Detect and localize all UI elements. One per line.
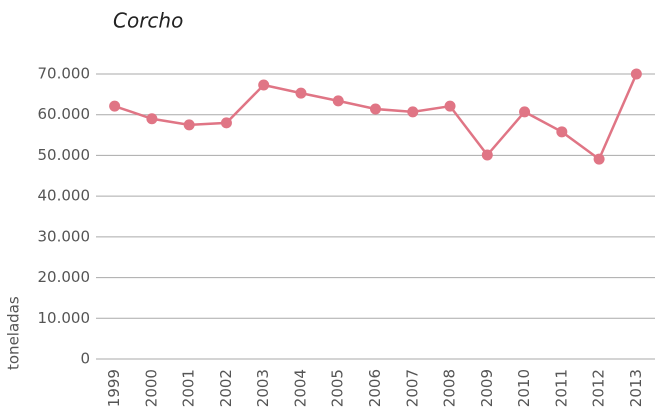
marker	[444, 100, 456, 112]
x-tick-label: 2008	[441, 369, 459, 407]
x-tick-label: 2013	[627, 369, 645, 407]
marker	[146, 113, 158, 125]
x-tick-label: 2011	[552, 369, 570, 407]
x-tick-label: 2006	[366, 369, 384, 407]
x-tick-label: 2002	[217, 369, 235, 407]
x-tick-label: 2004	[291, 369, 309, 407]
line	[114, 73, 638, 162]
marker	[630, 68, 642, 80]
y-tick-label: 30.000	[38, 227, 91, 245]
marker	[295, 87, 307, 99]
y-tick-label: 60.000	[38, 105, 91, 123]
y-tick-label: 0	[80, 350, 90, 368]
y-tick-label: 20.000	[38, 268, 91, 286]
x-tick-label: 2000	[142, 369, 160, 407]
x-tick-label: 2001	[180, 369, 198, 407]
x-tick-label: 2010	[515, 369, 533, 407]
marker	[481, 149, 493, 161]
y-tick-label: 70.000	[38, 65, 91, 83]
x-tick-label: 2012	[590, 369, 608, 407]
marker	[556, 126, 568, 138]
marker	[183, 119, 195, 131]
marker	[332, 95, 344, 107]
y-tick-label: 40.000	[38, 187, 91, 205]
x-tick-label: 2003	[254, 369, 272, 407]
x-tick-label: 2005	[329, 369, 347, 407]
x-tick-label: 1999	[105, 369, 123, 407]
marker	[593, 153, 605, 165]
y-tick-label: 10.000	[38, 309, 91, 327]
marker	[258, 79, 270, 91]
marker	[519, 106, 531, 118]
marker	[220, 117, 232, 129]
y-axis-label: toneladas	[5, 296, 23, 370]
x-tick-label: 2007	[403, 369, 421, 407]
marker	[370, 103, 381, 115]
x-tick-label: 2009	[478, 369, 496, 407]
marker	[407, 106, 419, 118]
y-tick-label: 50.000	[38, 146, 91, 164]
marker	[109, 100, 121, 112]
chart-title: Corcho	[113, 9, 183, 33]
